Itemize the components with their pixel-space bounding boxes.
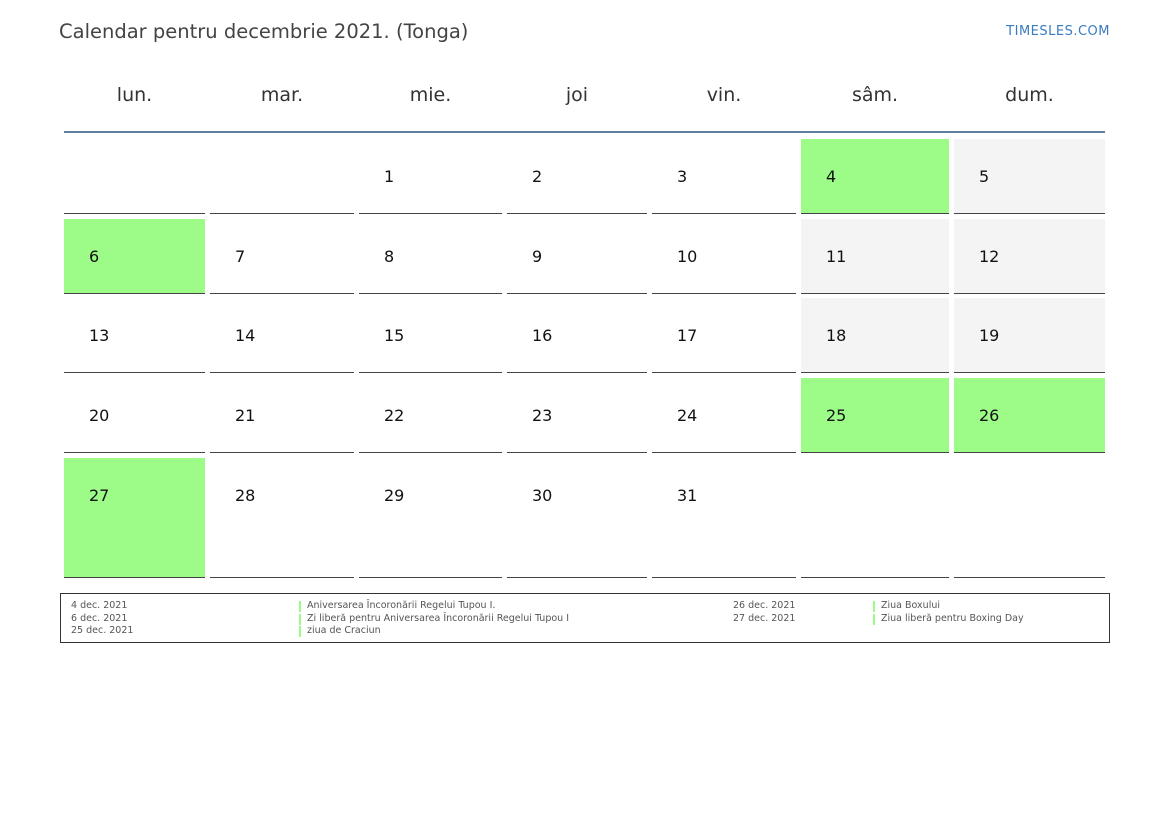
day-number: 24 bbox=[677, 406, 698, 425]
day-cell: 6 bbox=[64, 219, 205, 294]
day-number: 31 bbox=[677, 486, 698, 505]
legend-date: 4 dec. 2021 bbox=[71, 600, 128, 611]
weekday-header: lun. mar. mie. joi vin. sâm. dum. bbox=[0, 84, 1169, 114]
day-number: 17 bbox=[677, 326, 698, 345]
weekday-sun: dum. bbox=[1005, 84, 1054, 106]
day-cell: 22 bbox=[359, 378, 502, 453]
day-cell: 21 bbox=[210, 378, 354, 453]
day-number: 23 bbox=[532, 406, 553, 425]
day-cell: 1 bbox=[359, 139, 502, 214]
weekday-tue: mar. bbox=[260, 84, 304, 106]
legend-date: 25 dec. 2021 bbox=[71, 625, 134, 637]
day-number: 5 bbox=[979, 167, 990, 186]
day-cell: 14 bbox=[210, 298, 354, 373]
day-cell: 8 bbox=[359, 219, 502, 294]
day-cell: 26 bbox=[954, 378, 1105, 453]
legend-date: 6 dec. 2021 bbox=[71, 612, 128, 624]
legend-holiday-name: Ziua liberă pentru Boxing Day bbox=[873, 613, 1024, 626]
day-cell: 3 bbox=[652, 139, 796, 214]
legend-holiday-name: Ziua Boxului bbox=[873, 600, 1024, 613]
day-cell: 29 bbox=[359, 458, 502, 578]
day-number: 10 bbox=[677, 247, 698, 266]
day-cell: 30 bbox=[507, 458, 647, 578]
day-cell: 10 bbox=[652, 219, 796, 294]
day-cell: 25 bbox=[801, 378, 949, 453]
day-cell: 5 bbox=[954, 139, 1105, 214]
day-number: 15 bbox=[384, 326, 405, 345]
day-number: 1 bbox=[384, 167, 395, 186]
day-number: 4 bbox=[826, 167, 837, 186]
day-number: 3 bbox=[677, 167, 688, 186]
day-number: 6 bbox=[89, 247, 100, 266]
day-cell: 17 bbox=[652, 298, 796, 373]
legend-right-dates: 26 dec. 2021 27 dec. 2021 bbox=[733, 600, 795, 625]
day-number: 14 bbox=[235, 326, 256, 345]
empty-day-cell bbox=[801, 458, 949, 578]
holiday-legend: 4 dec. 2021 6 dec. 2021 25 dec. 2021 Ani… bbox=[60, 593, 1110, 643]
weekday-mon: lun. bbox=[116, 84, 153, 106]
legend-left-dates: 4 dec. 2021 6 dec. 2021 25 dec. 2021 bbox=[71, 600, 133, 638]
header-rule bbox=[64, 131, 1105, 133]
day-cell: 18 bbox=[801, 298, 949, 373]
day-cell: 27 bbox=[64, 458, 205, 578]
day-cell: 20 bbox=[64, 378, 205, 453]
page-title: Calendar pentru decembrie 2021. (Tonga) bbox=[59, 20, 469, 43]
day-number: 28 bbox=[235, 486, 256, 505]
empty-day-cell bbox=[954, 458, 1105, 578]
weekday-thu: joi bbox=[565, 84, 589, 106]
day-number: 11 bbox=[826, 247, 847, 266]
legend-holiday-name: Zi liberă pentru Aniversarea Încoronării… bbox=[299, 613, 569, 626]
day-number: 26 bbox=[979, 406, 1000, 425]
day-cell: 2 bbox=[507, 139, 647, 214]
day-number: 18 bbox=[826, 326, 847, 345]
day-cell: 13 bbox=[64, 298, 205, 373]
legend-holiday-name: Aniversarea Încoronării Regelui Tupou I. bbox=[299, 600, 569, 613]
day-number: 7 bbox=[235, 247, 246, 266]
day-cell: 9 bbox=[507, 219, 647, 294]
day-number: 9 bbox=[532, 247, 543, 266]
day-number: 21 bbox=[235, 406, 256, 425]
weekday-wed: mie. bbox=[409, 84, 452, 106]
weekday-fri: vin. bbox=[706, 84, 742, 106]
day-cell: 4 bbox=[801, 139, 949, 214]
day-number: 20 bbox=[89, 406, 110, 425]
empty-day-cell bbox=[210, 139, 354, 214]
day-number: 8 bbox=[384, 247, 395, 266]
day-number: 25 bbox=[826, 406, 847, 425]
day-cell: 15 bbox=[359, 298, 502, 373]
day-cell: 23 bbox=[507, 378, 647, 453]
day-cell: 28 bbox=[210, 458, 354, 578]
day-cell: 11 bbox=[801, 219, 949, 294]
legend-left-names: Aniversarea Încoronării Regelui Tupou I.… bbox=[299, 600, 569, 638]
day-cell: 19 bbox=[954, 298, 1105, 373]
day-cell: 24 bbox=[652, 378, 796, 453]
day-number: 30 bbox=[532, 486, 553, 505]
day-number: 27 bbox=[89, 486, 110, 505]
legend-date: 26 dec. 2021 bbox=[733, 600, 796, 611]
day-number: 22 bbox=[384, 406, 405, 425]
day-cell: 16 bbox=[507, 298, 647, 373]
day-number: 19 bbox=[979, 326, 1000, 345]
day-cell: 31 bbox=[652, 458, 796, 578]
day-number: 13 bbox=[89, 326, 110, 345]
legend-holiday-name: ziua de Craciun bbox=[299, 625, 569, 638]
day-number: 29 bbox=[384, 486, 405, 505]
day-number: 16 bbox=[532, 326, 553, 345]
legend-date: 27 dec. 2021 bbox=[733, 612, 796, 624]
day-number: 2 bbox=[532, 167, 543, 186]
brand-link[interactable]: TIMESLES.COM bbox=[1006, 24, 1110, 39]
weekday-sat: sâm. bbox=[851, 84, 899, 106]
legend-right-names: Ziua Boxului Ziua liberă pentru Boxing D… bbox=[873, 600, 1024, 625]
day-cell: 12 bbox=[954, 219, 1105, 294]
day-number: 12 bbox=[979, 247, 1000, 266]
empty-day-cell bbox=[64, 139, 205, 214]
day-cell: 7 bbox=[210, 219, 354, 294]
